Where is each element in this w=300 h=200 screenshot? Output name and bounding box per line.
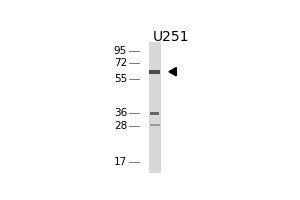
Polygon shape (169, 68, 176, 76)
Bar (149, 70, 161, 74)
Text: 72: 72 (114, 58, 127, 68)
Text: 28: 28 (114, 121, 127, 131)
Text: 95: 95 (114, 46, 127, 56)
Text: U251: U251 (153, 30, 189, 44)
Bar (150, 124, 160, 126)
Text: 55: 55 (114, 74, 127, 84)
Bar (148, 42, 161, 173)
Text: 17: 17 (114, 157, 127, 167)
Bar (151, 112, 159, 115)
Text: 36: 36 (114, 108, 127, 118)
